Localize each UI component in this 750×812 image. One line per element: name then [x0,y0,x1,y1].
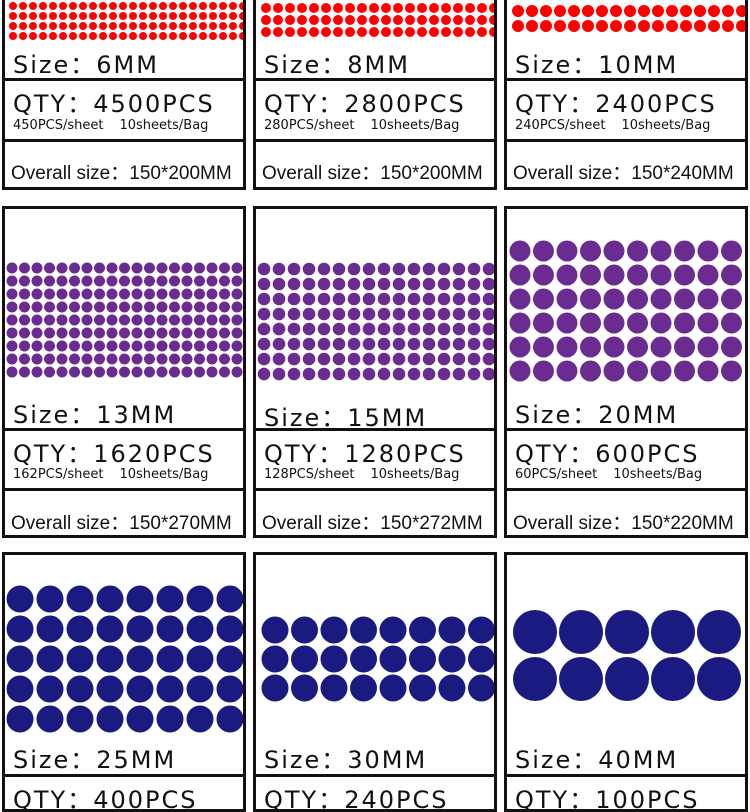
pcs-per-sheet: 128PCS/sheet [264,467,355,482]
purple-dots-13mm [6,262,243,378]
product-card-30mm: Size：30MM QTY：240PCS [253,552,497,812]
pcs-per-sheet: 450PCS/sheet [13,118,104,133]
overall-size: Overall size：150*220MM [513,513,734,534]
dot-grid [512,5,745,32]
divider [5,488,243,491]
divider [507,774,745,777]
divider [507,139,745,142]
sheets-per-bag: 10sheets/Bag [621,118,711,133]
navy-dots-25mm [6,585,243,733]
overall-size: Overall size：150*200MM [262,163,483,184]
pcs-per-sheet: 60PCS/sheet [515,467,598,482]
divider [5,428,243,431]
dot-sheet-image [507,0,745,44]
dot-sheet-image [256,615,494,703]
dot-sheet-image [507,239,745,383]
product-card-6mm: Size：6MM QTY：4500PCS 450PCS/sheet 10shee… [2,0,246,190]
overall-size: Overall size：150*270MM [11,513,232,534]
navy-dots-40mm [513,610,741,701]
qty-label: QTY：100PCS [515,786,700,812]
divider [507,488,745,491]
divider [256,774,494,777]
sheets-per-bag: 10sheets/Bag [370,118,460,133]
qty-label: QTY：1620PCS [13,440,215,468]
sheets-per-bag: 10sheets/Bag [370,467,460,482]
red-dots-10mm [512,5,745,32]
size-label: Size：15MM [264,404,428,432]
sheets-per-bag: 10sheets/Bag [119,118,209,133]
divider [507,428,745,431]
sheet-detail: 280PCS/sheet 10sheets/Bag [264,118,490,133]
sheet-detail: 240PCS/sheet 10sheets/Bag [515,118,741,133]
red-dots-6mm [9,2,243,40]
size-label: Size：25MM [13,746,177,774]
divider [5,78,243,81]
sheets-per-bag: 10sheets/Bag [119,467,209,482]
dot-sheet-image [256,261,494,383]
divider [5,139,243,142]
dot-grid [6,585,243,733]
sheet-detail: 162PCS/sheet 10sheets/Bag [13,467,239,482]
dot-sheet-image [5,261,243,381]
divider [507,78,745,81]
product-card-25mm: Size：25MM QTY：400PCS [2,552,246,812]
product-card-10mm: Size：10MM QTY：2400PCS 240PCS/sheet 10she… [504,0,748,190]
qty-label: QTY：2800PCS [264,90,466,118]
product-card-15mm: Size：15MM QTY：1280PCS 128PCS/sheet 10she… [253,206,497,538]
qty-label: QTY：2400PCS [515,90,717,118]
red-dots-8mm [261,3,494,37]
overall-size: Overall size：150*240MM [513,163,734,184]
purple-dots-15mm [257,262,494,381]
overall-size: Overall size：150*200MM [11,163,232,184]
divider [256,78,494,81]
dot-sheet-image [507,607,745,707]
dot-grid [513,610,741,701]
divider [256,139,494,142]
dot-sheet-image [5,583,243,735]
product-card-40mm: Size：40MM QTY：100PCS [504,552,748,812]
size-label: Size：13MM [13,401,177,429]
qty-label: QTY：400PCS [13,786,198,812]
dot-grid [261,3,494,37]
dot-grid [261,616,494,702]
dot-grid [6,262,243,378]
overall-size: Overall size：150*272MM [262,513,483,534]
qty-label: QTY：600PCS [515,440,700,468]
pcs-per-sheet: 280PCS/sheet [264,118,355,133]
product-card-13mm: Size：13MM QTY：1620PCS 162PCS/sheet 10she… [2,206,246,538]
size-label: Size：6MM [13,51,159,79]
product-card-20mm: Size：20MM QTY：600PCS 60PCS/sheet 10sheet… [504,206,748,538]
pcs-per-sheet: 240PCS/sheet [515,118,606,133]
qty-label: QTY：1280PCS [264,440,466,468]
qty-label: QTY：4500PCS [13,90,215,118]
divider [5,774,243,777]
size-label: Size：8MM [264,51,410,79]
dot-grid [509,240,742,382]
size-label: Size：40MM [515,746,679,774]
size-label: Size：10MM [515,51,679,79]
pcs-per-sheet: 162PCS/sheet [13,467,104,482]
sheets-per-bag: 10sheets/Bag [613,467,703,482]
divider [256,488,494,491]
product-card-8mm: Size：8MM QTY：2800PCS 280PCS/sheet 10shee… [253,0,497,190]
size-label: Size：30MM [264,746,428,774]
divider [256,428,494,431]
navy-dots-30mm [261,616,494,702]
dot-grid [9,2,243,40]
dot-sheet-image [256,0,494,44]
size-label: Size：20MM [515,401,679,429]
dot-grid [257,262,494,381]
dot-sheet-image [5,0,243,44]
sheet-detail: 128PCS/sheet 10sheets/Bag [264,467,490,482]
sheet-detail: 450PCS/sheet 10sheets/Bag [13,118,239,133]
qty-label: QTY：240PCS [264,786,449,812]
sheet-detail: 60PCS/sheet 10sheets/Bag [515,467,741,482]
purple-dots-20mm [509,240,742,382]
